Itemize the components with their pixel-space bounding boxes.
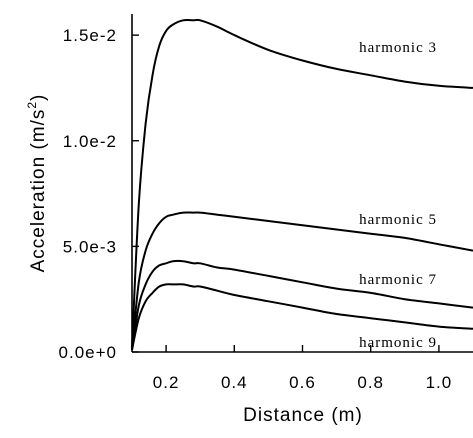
y-tick-label: 0.0e+0 xyxy=(59,343,117,362)
x-tick-label: 0.6 xyxy=(289,373,316,392)
series-line-harmonic-3 xyxy=(131,18,473,348)
ticks xyxy=(132,34,440,353)
tick-labels: 0.2 0.4 0.6 0.8 1.0 0.0e+0 5.0e-3 1.0e-2 1.5e-2 xyxy=(59,26,453,392)
y-axis-title-group: Acceleration (m/s2) xyxy=(25,94,49,273)
x-tick-label: 0.2 xyxy=(153,373,180,392)
series-label: harmonic 9 xyxy=(359,335,437,351)
y-axis-title: Acceleration (m/s2) xyxy=(25,94,49,273)
y-tick-label: 5.0e-3 xyxy=(63,237,117,256)
series-label: harmonic 7 xyxy=(359,272,437,288)
curves xyxy=(131,18,473,351)
x-tick-label: 0.4 xyxy=(221,373,248,392)
series-label: harmonic 5 xyxy=(359,212,437,228)
series-label: harmonic 3 xyxy=(359,40,437,56)
y-axis-title-main: Acceleration (m/s xyxy=(28,109,49,273)
series-labels: harmonic 3 harmonic 5 harmonic 7 harmonic 9 xyxy=(359,40,437,351)
series-line-harmonic-9 xyxy=(131,283,473,351)
x-tick-label: 1.0 xyxy=(426,373,453,392)
x-tick-label: 0.8 xyxy=(357,373,384,392)
y-tick-label: 1.0e-2 xyxy=(63,132,117,151)
x-axis-title: Distance (m) xyxy=(243,405,363,426)
series-line-harmonic-5 xyxy=(131,211,473,350)
series-line-harmonic-7 xyxy=(131,259,473,351)
y-axis-title-close: ) xyxy=(28,94,49,101)
y-axis-title-superscript: 2 xyxy=(25,101,39,109)
y-tick-label: 1.5e-2 xyxy=(63,26,117,45)
